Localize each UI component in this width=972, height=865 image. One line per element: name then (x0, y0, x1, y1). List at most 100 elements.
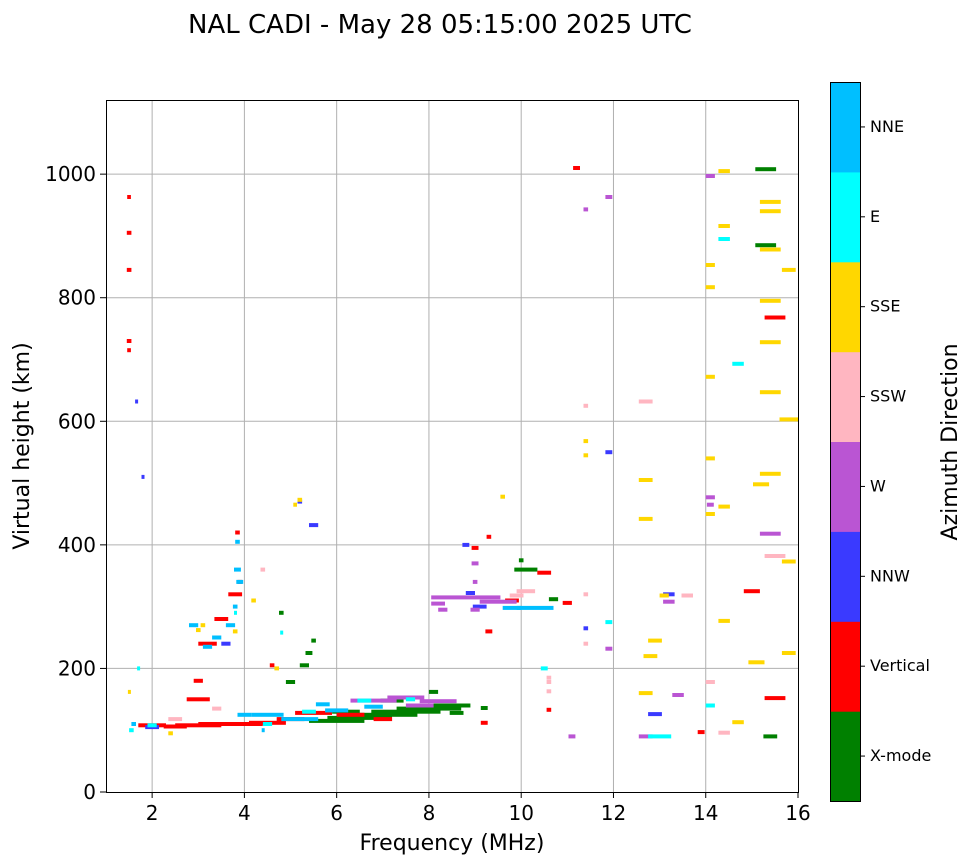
data-point (583, 626, 589, 631)
data-point (755, 167, 777, 172)
series-x-mode (279, 167, 778, 739)
data-point (743, 589, 760, 594)
series-vertical (126, 166, 786, 735)
data-point (127, 689, 131, 694)
x-axis-label: Frequency (MHz) (360, 831, 545, 856)
series-w (350, 174, 781, 739)
data-point (605, 450, 613, 455)
x-tick-label: 6 (330, 801, 343, 825)
data-point (269, 663, 275, 668)
data-point (235, 530, 240, 535)
data-point (373, 717, 393, 722)
data-point (131, 722, 136, 726)
data-point (428, 689, 439, 694)
data-point (262, 722, 273, 726)
data-point (232, 604, 238, 609)
data-point (470, 607, 480, 612)
data-point (293, 502, 297, 507)
colorbar-segment-sse (830, 261, 860, 353)
colorbar-frame (830, 82, 861, 802)
data-point (371, 709, 441, 714)
data-point (759, 247, 781, 252)
data-point (274, 666, 279, 671)
x-tick-label: 8 (423, 801, 436, 825)
data-point (663, 599, 675, 604)
colorbar-segment-x-mode (830, 711, 860, 802)
data-point (141, 474, 145, 479)
data-point (309, 523, 319, 528)
colorbar-tick-label: E (870, 207, 880, 226)
colorbar-tick-label: NNW (870, 566, 910, 585)
data-point (212, 635, 222, 640)
data-point (127, 348, 131, 353)
data-point (472, 579, 478, 584)
data-point (471, 545, 479, 550)
data-point (638, 399, 653, 404)
data-point (705, 495, 715, 500)
data-point (126, 230, 132, 235)
data-point (200, 623, 206, 628)
data-point (260, 567, 266, 572)
y-axis-ticks: 0 200 400 600 800 1000 (45, 162, 106, 804)
colorbar-segment-w (830, 441, 860, 532)
data-point (325, 708, 349, 713)
colorbar-segment-e (830, 171, 860, 263)
data-point (648, 712, 662, 717)
plot-frame (106, 100, 799, 793)
data-point (126, 339, 132, 343)
data-point (509, 593, 524, 598)
data-point (299, 663, 309, 668)
grid-lines (106, 100, 798, 792)
data-point (546, 707, 552, 712)
data-point (706, 502, 714, 507)
data-point (261, 728, 265, 733)
colorbar-tick-label: SSE (870, 297, 900, 316)
data-point (357, 698, 372, 703)
data-point (718, 504, 730, 509)
data-point (781, 267, 796, 272)
x-axis-ticks: 2 4 6 8 10 12 14 16 (146, 792, 811, 825)
data-point (732, 361, 744, 366)
data-point (705, 512, 715, 516)
data-point (514, 567, 538, 572)
series-nne (131, 539, 554, 733)
data-point (202, 644, 213, 649)
data-point (189, 623, 199, 628)
series-e (129, 237, 744, 739)
data-point (659, 593, 669, 598)
data-points (126, 166, 798, 739)
data-point (583, 453, 589, 458)
data-point (309, 718, 365, 723)
x-tick-label: 12 (601, 801, 626, 825)
data-point (311, 638, 316, 643)
data-point (196, 628, 201, 633)
colorbar-segment-nne (830, 82, 860, 173)
data-point (583, 403, 589, 408)
data-point (705, 374, 715, 379)
data-point (583, 439, 589, 444)
y-tick-label: 400 (58, 533, 96, 557)
data-point (236, 579, 244, 584)
data-point (562, 600, 572, 605)
chart-title: NAL CADI - May 28 05:15:00 2025 UTC (188, 10, 692, 40)
data-point (405, 697, 416, 702)
data-point (348, 712, 418, 717)
data-point (387, 695, 425, 700)
data-point (781, 559, 796, 564)
colorbar-tick-label: X-mode (870, 746, 931, 765)
data-point (759, 340, 781, 345)
data-point (221, 641, 231, 646)
x-tick-label: 4 (238, 801, 251, 825)
data-point (705, 680, 715, 684)
data-point (764, 696, 786, 701)
data-point (764, 554, 786, 558)
data-point (583, 592, 589, 597)
data-point (396, 706, 462, 711)
data-point (779, 417, 798, 422)
data-point (336, 712, 365, 717)
data-point (718, 224, 730, 228)
data-point (232, 629, 238, 634)
x-tick-label: 14 (693, 801, 718, 825)
y-tick-label: 200 (58, 656, 96, 680)
data-point (583, 207, 589, 212)
